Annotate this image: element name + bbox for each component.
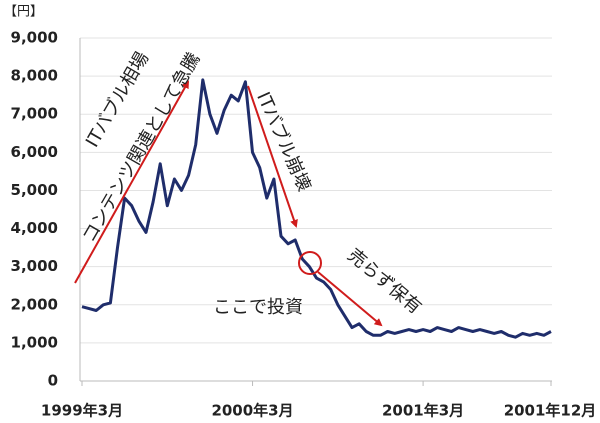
y-tick-label: 8,000 [11,67,58,85]
x-tick-label: 2001年3月 [382,402,464,420]
x-tick-label: 2000年3月 [211,402,293,420]
y-tick-label: 4,000 [11,219,58,237]
annotation: 売らず保有 [343,245,425,319]
y-tick-label: 1,000 [11,333,58,351]
y-tick-label: 5,000 [11,181,58,199]
highlight-circle [298,251,322,275]
y-tick-label: 6,000 [11,143,58,161]
arrow [317,271,383,327]
x-tick-label: 2001年12月 [504,402,597,420]
arrow [247,85,298,228]
y-tick-label: 7,000 [11,105,58,123]
y-tick-label: 3,000 [11,257,58,275]
annotation: ここで投資 [213,297,303,318]
arrow [74,80,189,284]
x-tick-label: 1999年3月 [41,402,123,420]
unit-label: 【円】 [4,5,43,20]
y-tick-label: 2,000 [11,295,58,313]
y-tick-label: 9,000 [11,29,58,47]
y-tick-label: 0 [48,372,58,390]
line [81,78,552,339]
